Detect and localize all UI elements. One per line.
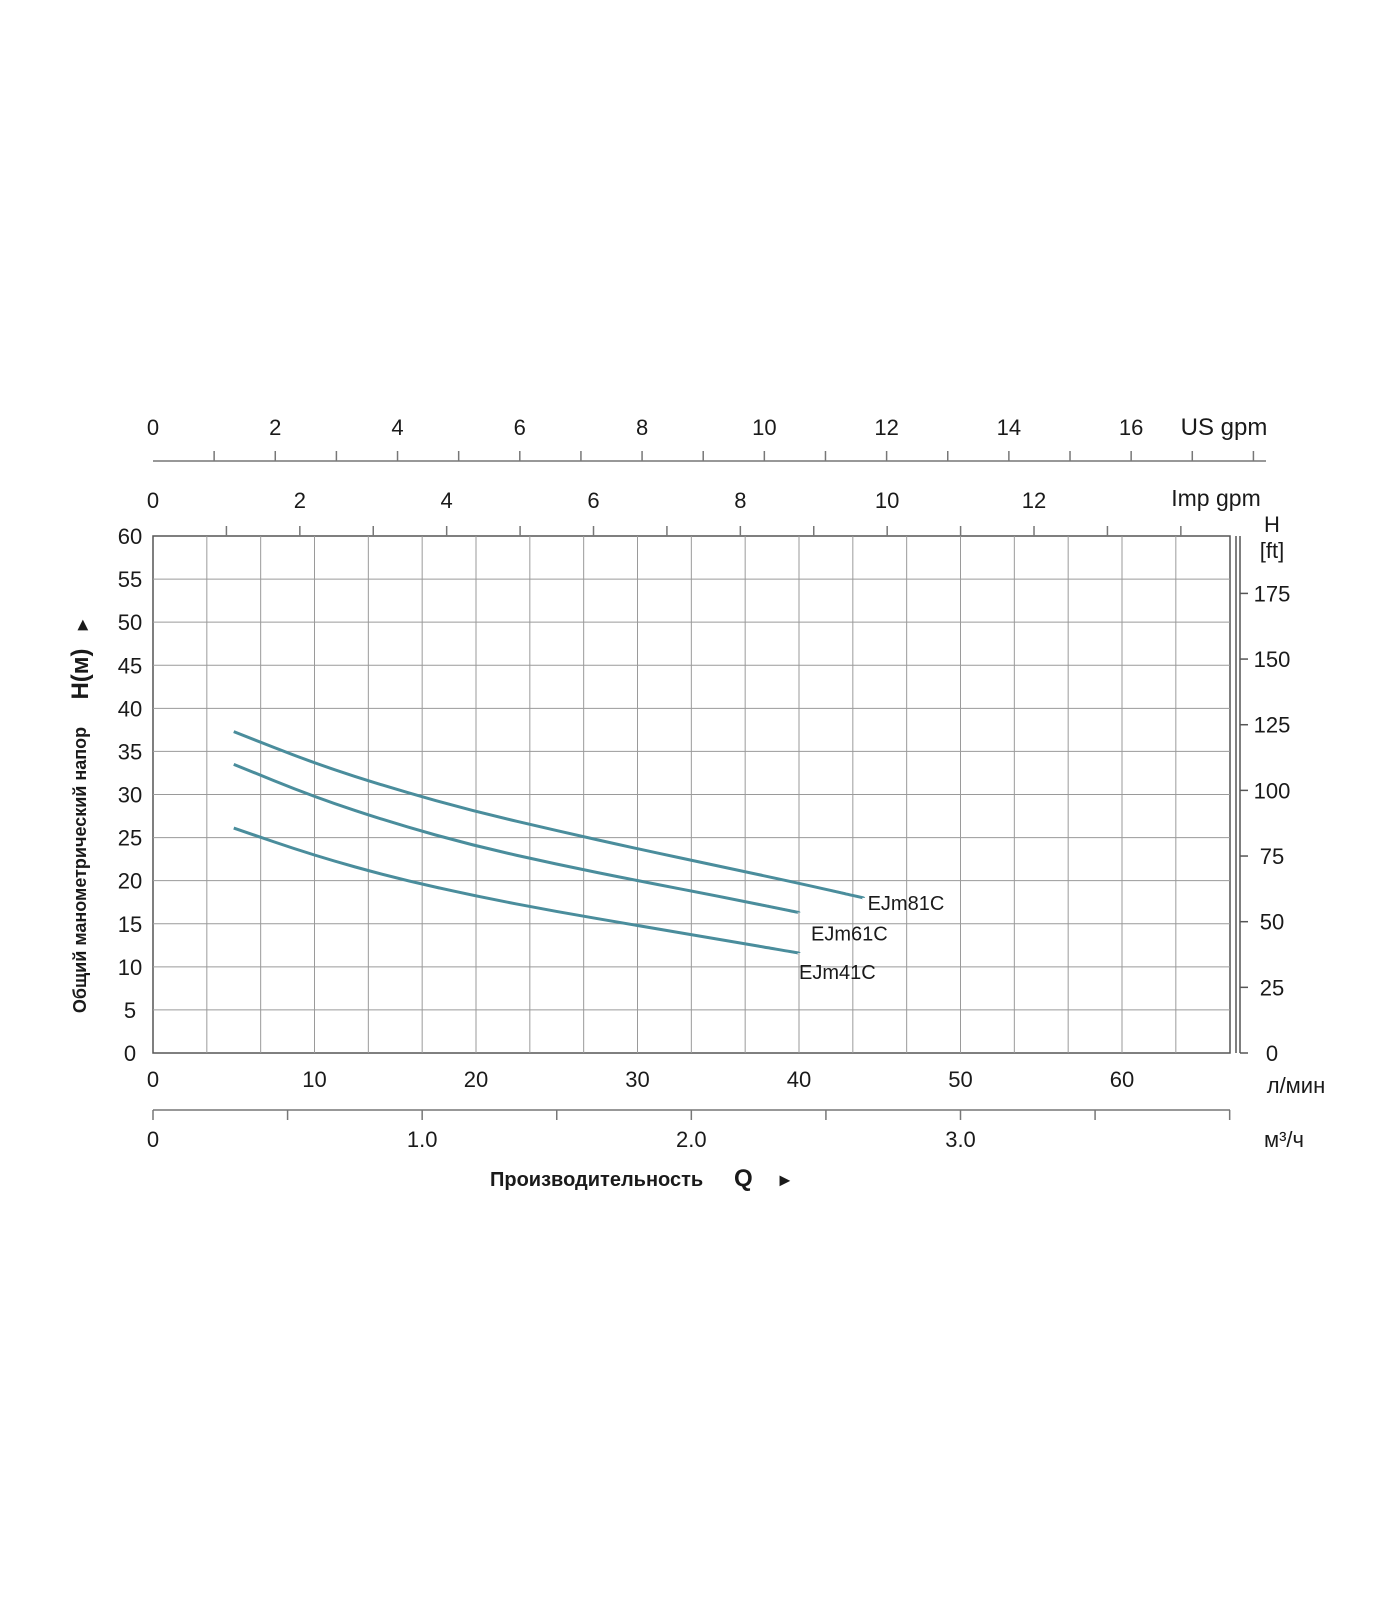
x-lmin-tick-label: 10 <box>302 1067 326 1092</box>
x-lmin-tick-label: 50 <box>948 1067 972 1092</box>
imp-gpm-tick-label: 2 <box>294 488 306 513</box>
y-axis-symbol: H(м) <box>67 648 94 699</box>
x-unit-lmin-label: л/мин <box>1267 1073 1326 1098</box>
x-m3h-tick-label: 2.0 <box>676 1127 707 1152</box>
y-left-tick-label: 55 <box>118 567 142 592</box>
y-right-tick-label: 50 <box>1260 910 1284 935</box>
y-left-tick-label: 30 <box>118 783 142 808</box>
series-line-ejm41c <box>233 826 800 955</box>
y-right-tick-label: 75 <box>1260 844 1284 869</box>
y-right-tick-label: 25 <box>1260 975 1284 1000</box>
us-gpm-tick-label: 14 <box>997 415 1021 440</box>
us-gpm-tick-label: 2 <box>269 415 281 440</box>
us-gpm-tick-label: 8 <box>636 415 648 440</box>
imp-gpm-tick-label: 0 <box>147 488 159 513</box>
y-left-tick-label: 10 <box>118 955 142 980</box>
x-axis-title: Производительность <box>490 1169 703 1191</box>
series: EJm81C EJm61C EJm41C <box>233 730 945 984</box>
y-left-tick-label: 50 <box>118 610 142 635</box>
y-left-tick-label: 60 <box>118 524 142 549</box>
y-right-tick-label: 150 <box>1254 647 1291 672</box>
top-axis-imp-gpm-label: Imp gpm <box>1171 485 1260 511</box>
us-gpm-tick-label: 10 <box>752 415 776 440</box>
us-gpm-tick-label: 16 <box>1119 415 1143 440</box>
imp-gpm-tick-label: 4 <box>441 488 453 513</box>
x-axis-arrow: ► <box>776 1170 794 1190</box>
y-left-tick-label: 0 <box>124 1041 136 1066</box>
series-line-ejm81c <box>233 730 864 900</box>
x-lmin-tick-label: 30 <box>625 1067 649 1092</box>
y-axis-title: Общий манометрический напор <box>70 727 90 1013</box>
x-axis-symbol: Q <box>734 1165 753 1192</box>
y-right-title-unit: [ft] <box>1260 538 1284 563</box>
us-gpm-tick-label: 6 <box>514 415 526 440</box>
y-left-tick-label: 15 <box>118 912 142 937</box>
series-label-ejm61c: EJm61C <box>811 924 888 946</box>
y-right-tick-label: 125 <box>1254 713 1291 738</box>
x-lmin-tick-label: 0 <box>147 1067 159 1092</box>
y-left-tick-label: 40 <box>118 696 142 721</box>
y-left-tick-label: 5 <box>124 998 136 1023</box>
x-lmin-tick-label: 20 <box>464 1067 488 1092</box>
imp-gpm-tick-label: 8 <box>734 488 746 513</box>
y-left-tick-label: 25 <box>118 826 142 851</box>
us-gpm-tick-label: 12 <box>874 415 898 440</box>
series-line-ejm61c <box>233 762 800 915</box>
y-left-tick-label: 45 <box>118 653 142 678</box>
imp-gpm-tick-label: 12 <box>1022 488 1046 513</box>
us-gpm-tick-label: 0 <box>147 415 159 440</box>
series-label-ejm41c: EJm41C <box>799 962 876 984</box>
top-axis-us-gpm-label: US gpm <box>1181 414 1268 441</box>
imp-gpm-tick-label: 6 <box>587 488 599 513</box>
y-right-tick-label: 0 <box>1266 1041 1278 1066</box>
y-right-tick-label: 175 <box>1254 581 1291 606</box>
y-left-tick-label: 35 <box>118 739 142 764</box>
series-label-ejm81c: EJm81C <box>868 893 945 915</box>
axes: 0510152025303540455055600255075100125150… <box>118 415 1291 1152</box>
grid <box>152 535 1231 1054</box>
x-m3h-tick-label: 1.0 <box>407 1127 438 1152</box>
us-gpm-tick-label: 4 <box>391 415 403 440</box>
imp-gpm-tick-label: 10 <box>875 488 899 513</box>
x-lmin-tick-label: 40 <box>787 1067 811 1092</box>
x-lmin-tick-label: 60 <box>1110 1067 1134 1092</box>
y-right-tick-label: 100 <box>1254 778 1291 803</box>
y-left-tick-label: 20 <box>118 869 142 894</box>
x-m3h-tick-label: 0 <box>147 1127 159 1152</box>
y-right-title-h: H <box>1264 512 1280 537</box>
y-axis-arrow: ► <box>72 616 92 634</box>
x-m3h-tick-label: 3.0 <box>945 1127 976 1152</box>
x-unit-m3h-label: м³/ч <box>1264 1127 1304 1152</box>
